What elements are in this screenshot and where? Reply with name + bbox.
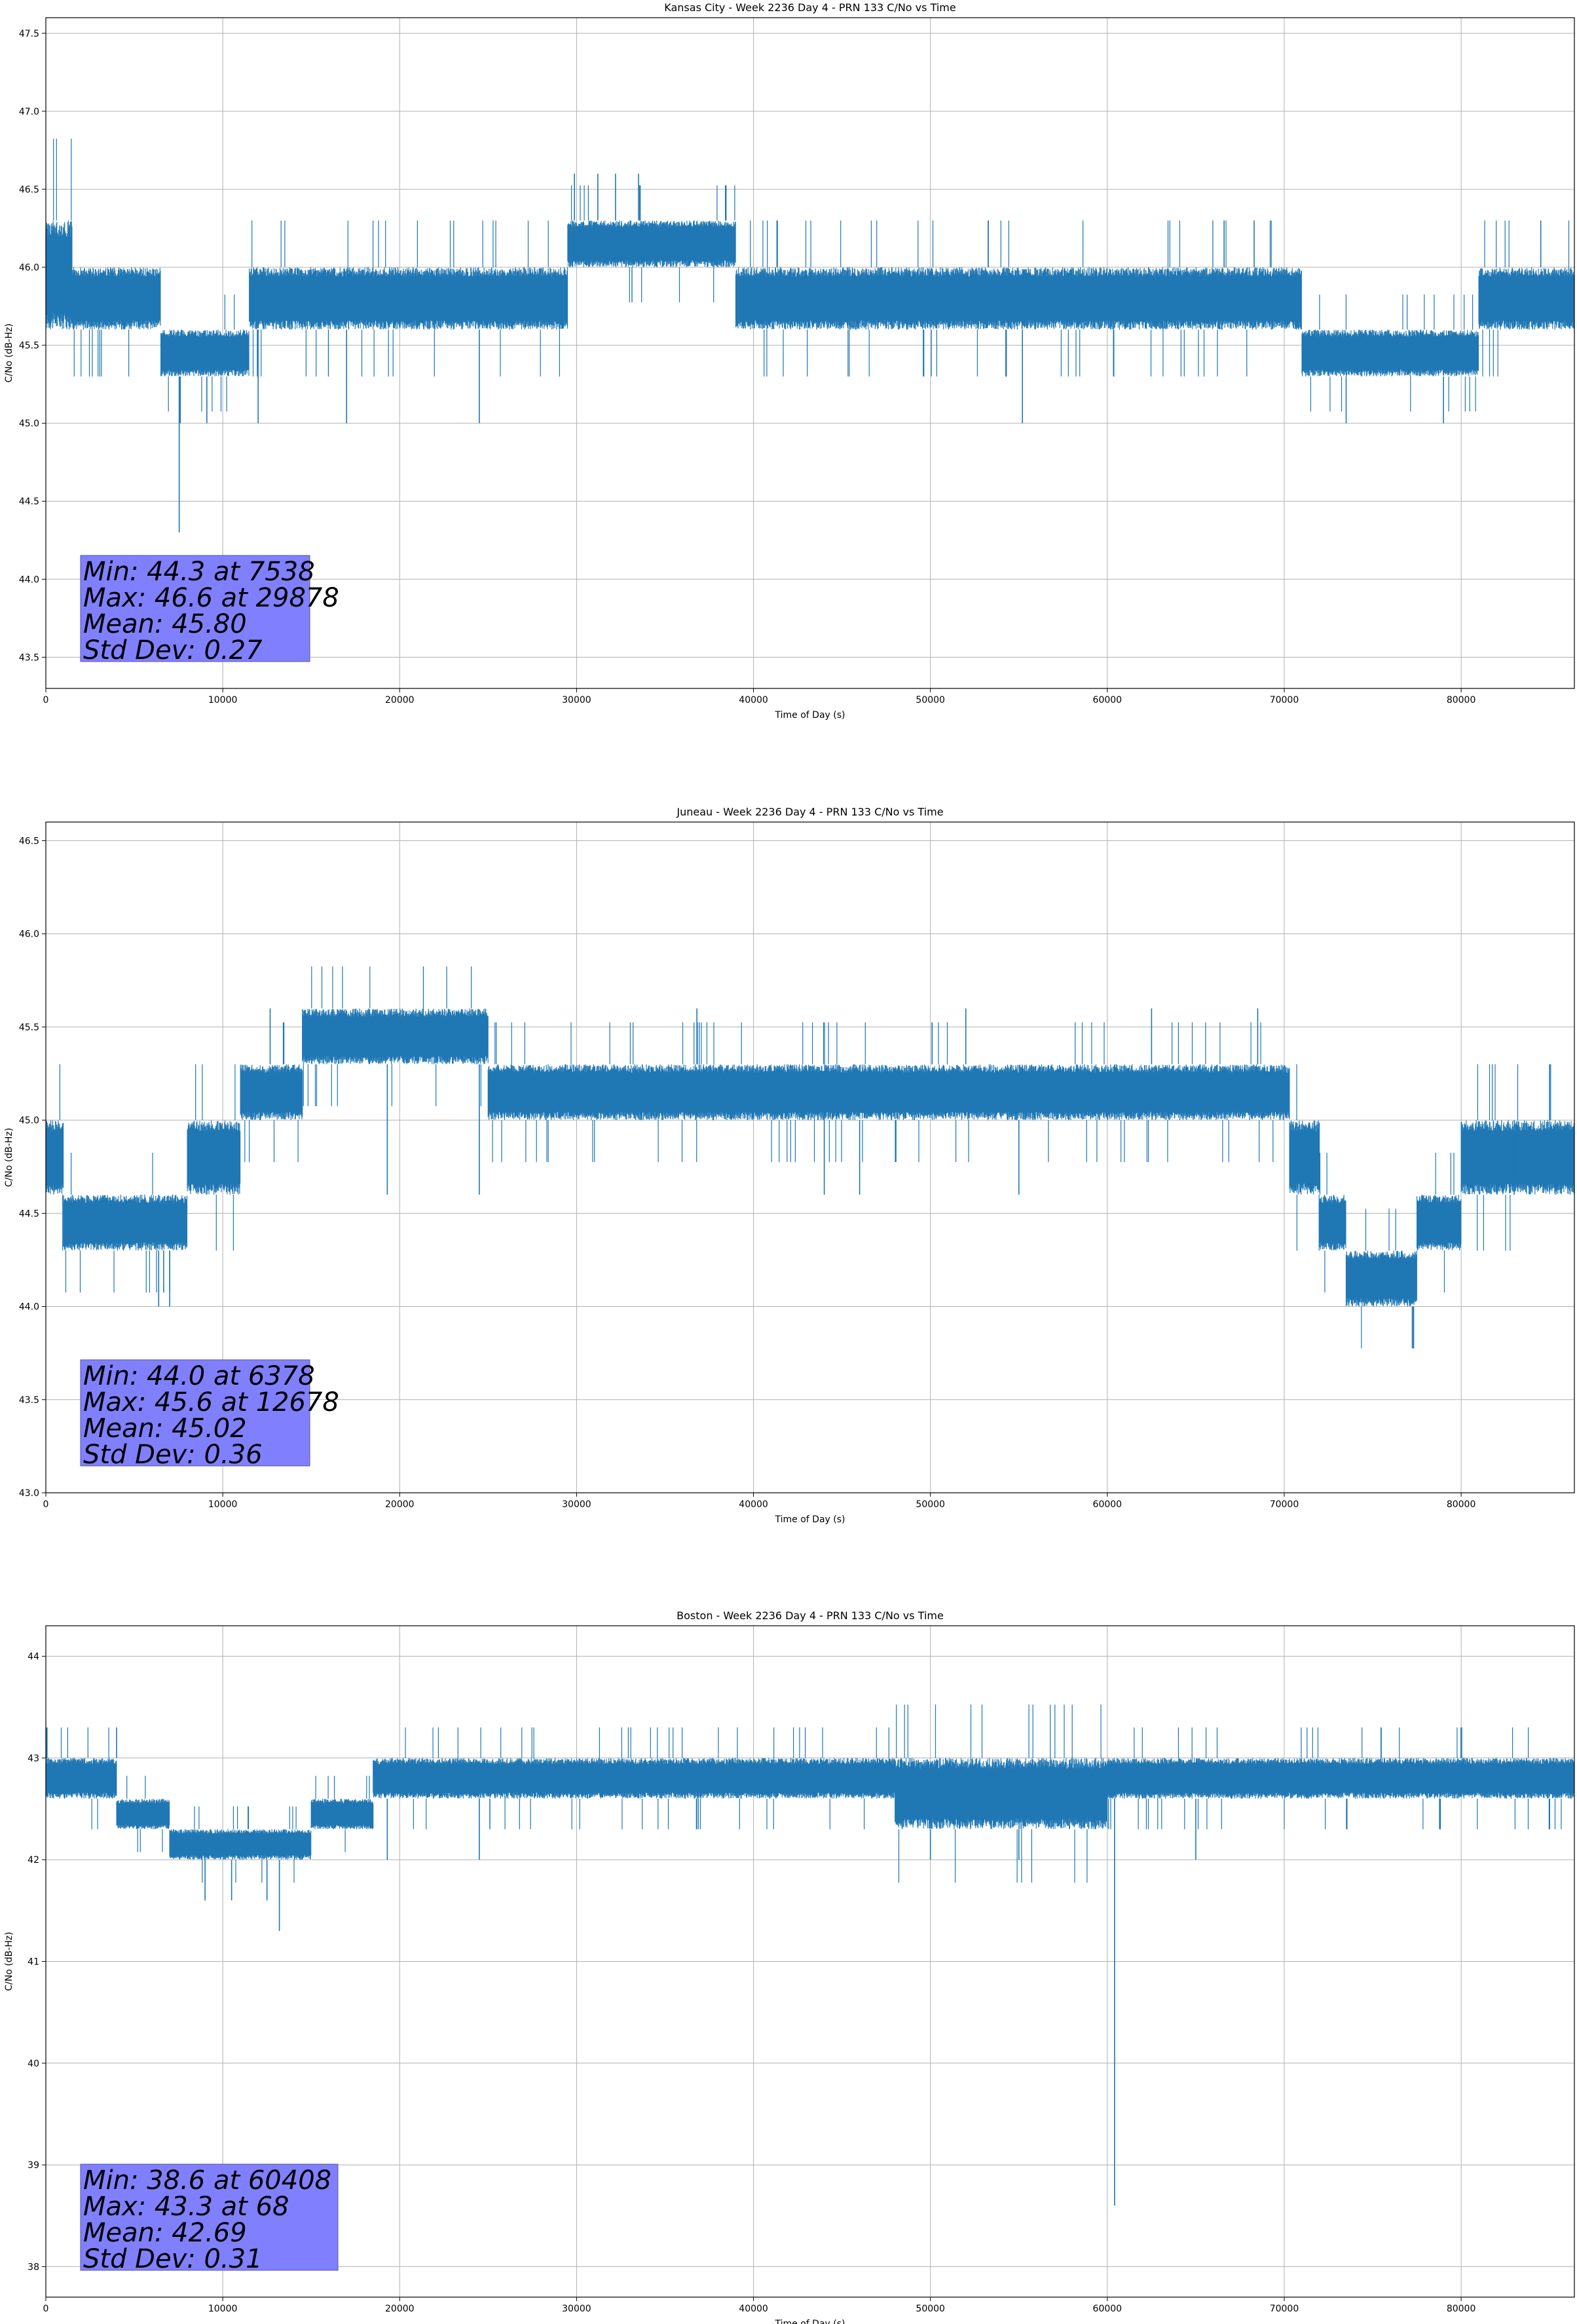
y-tick-label: 44.0 bbox=[19, 574, 39, 585]
y-tick-label: 43.0 bbox=[19, 1488, 39, 1499]
x-tick-label: 0 bbox=[43, 1499, 49, 1510]
x-tick-label: 80000 bbox=[1447, 1499, 1476, 1510]
y-tick-label: 41 bbox=[28, 1957, 39, 1968]
x-tick-label: 50000 bbox=[916, 2304, 945, 2314]
y-tick-label: 44.5 bbox=[19, 1209, 39, 1219]
x-tick-label: 20000 bbox=[385, 1499, 415, 1510]
x-tick-label: 80000 bbox=[1447, 695, 1476, 705]
stats-line: Max: 46.6 at 29878 bbox=[83, 583, 339, 613]
x-axis-label: Time of Day (s) bbox=[775, 710, 845, 721]
axes-frame bbox=[45, 17, 1575, 689]
y-axis-label: C/No (dB-Hz) bbox=[4, 1932, 14, 1991]
x-axis-label: Time of Day (s) bbox=[775, 2319, 845, 2324]
x-tick-label: 70000 bbox=[1270, 695, 1299, 705]
y-tick-label: 47.0 bbox=[19, 107, 39, 117]
x-tick-label: 40000 bbox=[739, 2304, 768, 2314]
stats-line: Mean: 45.02 bbox=[83, 1414, 247, 1444]
x-tick-label: 30000 bbox=[562, 2304, 591, 2314]
y-tick-label: 44.5 bbox=[19, 497, 39, 507]
stats-line: Std Dev: 0.27 bbox=[83, 635, 263, 665]
chart-title: Boston - Week 2236 Day 4 - PRN 133 C/No … bbox=[677, 1609, 944, 1622]
x-tick-label: 20000 bbox=[385, 695, 415, 705]
plot-panel-2: 0 10000 20000 30000 40000 50000 60000 70000 8000… bbox=[4, 806, 1575, 1525]
x-tick-label: 70000 bbox=[1270, 1499, 1299, 1510]
x-tick-label: 10000 bbox=[208, 1499, 238, 1510]
x-tick-label: 0 bbox=[43, 695, 49, 705]
x-tick-label: 50000 bbox=[916, 695, 945, 705]
plot-panel-1: 0 10000 20000 30000 40000 50000 60000 70000 8000… bbox=[4, 1, 1575, 721]
y-tick-label: 40 bbox=[28, 2059, 39, 2069]
chart-title: Juneau - Week 2236 Day 4 - PRN 133 C/No … bbox=[676, 806, 943, 818]
stats-line: Mean: 42.69 bbox=[83, 2218, 247, 2248]
x-axis-label: Time of Day (s) bbox=[775, 1514, 845, 1525]
y-tick-label: 39 bbox=[28, 2160, 39, 2171]
stats-line: Max: 43.3 at 68 bbox=[83, 2192, 289, 2222]
x-tick-label: 40000 bbox=[739, 695, 768, 705]
stats-line: Min: 38.6 at 60408 bbox=[83, 2165, 331, 2196]
x-tick-label: 60000 bbox=[1093, 695, 1122, 705]
y-tick-label: 43.5 bbox=[19, 1395, 39, 1406]
y-axis-label: C/No (dB-Hz) bbox=[4, 1128, 14, 1187]
y-tick-label: 46.0 bbox=[19, 263, 39, 273]
x-tick-label: 0 bbox=[43, 2304, 49, 2314]
y-tick-label: 46.0 bbox=[19, 929, 39, 940]
stats-line: Mean: 45.80 bbox=[83, 609, 247, 639]
y-tick-label: 45.5 bbox=[19, 341, 39, 351]
stats-line: Std Dev: 0.36 bbox=[83, 1440, 263, 1470]
y-tick-label: 45.5 bbox=[19, 1022, 39, 1033]
stats-line: Std Dev: 0.31 bbox=[83, 2244, 263, 2274]
y-tick-label: 44 bbox=[28, 1652, 39, 1662]
stats-box bbox=[80, 1359, 310, 1467]
x-tick-label: 50000 bbox=[916, 1499, 945, 1510]
chart-title: Kansas City - Week 2236 Day 4 - PRN 133 … bbox=[664, 1, 955, 14]
y-tick-label: 46.5 bbox=[19, 185, 39, 195]
stats-line: Min: 44.0 at 6378 bbox=[83, 1361, 315, 1391]
y-tick-label: 45.0 bbox=[19, 419, 39, 429]
x-tick-label: 60000 bbox=[1093, 1499, 1122, 1510]
y-tick-label: 43 bbox=[28, 1753, 39, 1764]
stats-box bbox=[80, 2164, 339, 2271]
x-tick-label: 30000 bbox=[562, 1499, 591, 1510]
y-tick-label: 45.0 bbox=[19, 1115, 39, 1126]
x-tick-label: 60000 bbox=[1093, 2304, 1122, 2314]
y-axis-label: C/No (dB-Hz) bbox=[4, 324, 14, 383]
stats-line: Max: 45.6 at 12678 bbox=[83, 1387, 339, 1417]
plot-panel-3: 0 10000 20000 30000 40000 50000 60000 70000 8000… bbox=[4, 1609, 1575, 2324]
x-tick-label: 80000 bbox=[1447, 2304, 1476, 2314]
stats-box bbox=[80, 555, 310, 662]
axes-frame bbox=[45, 821, 1575, 1493]
y-tick-label: 43.5 bbox=[19, 652, 39, 663]
x-tick-label: 30000 bbox=[562, 695, 591, 705]
x-tick-label: 20000 bbox=[385, 2304, 415, 2314]
y-tick-label: 38 bbox=[28, 2262, 39, 2272]
x-tick-label: 10000 bbox=[208, 2304, 238, 2314]
x-tick-label: 70000 bbox=[1270, 2304, 1299, 2314]
x-tick-label: 10000 bbox=[208, 695, 238, 705]
x-tick-label: 40000 bbox=[739, 1499, 768, 1510]
y-tick-label: 46.5 bbox=[19, 836, 39, 846]
stats-line: Min: 44.3 at 7538 bbox=[83, 557, 315, 587]
y-tick-label: 42 bbox=[28, 1855, 39, 1865]
y-tick-label: 47.5 bbox=[19, 29, 39, 39]
y-tick-label: 44.0 bbox=[19, 1302, 39, 1313]
